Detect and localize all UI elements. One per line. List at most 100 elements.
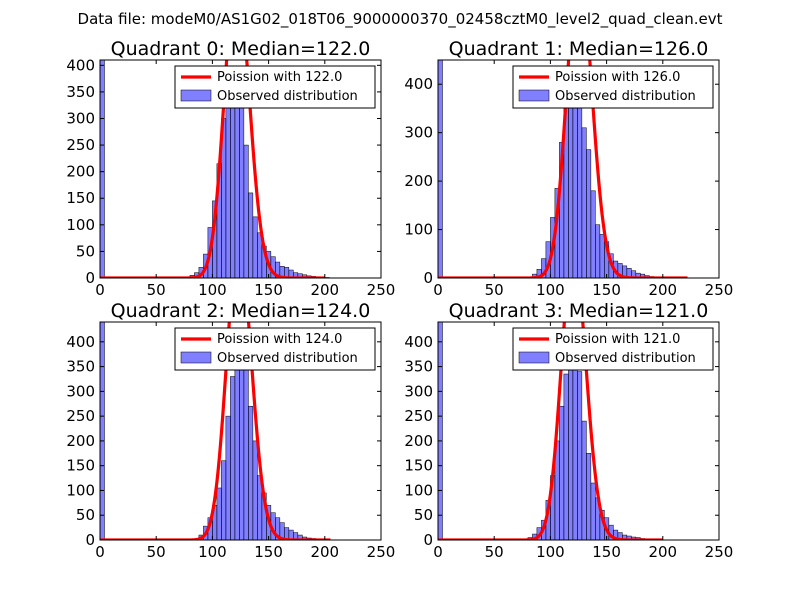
- x-tick-label: 250: [367, 543, 396, 561]
- panel-title: Quadrant 0: Median=122.0: [111, 38, 371, 60]
- plot-content: [100, 60, 330, 278]
- plot-content: [438, 60, 688, 278]
- y-tick-label: 50: [76, 506, 95, 524]
- histogram-bar: [230, 78, 236, 278]
- histogram-bar: [225, 86, 231, 278]
- legend-label-poisson: Poission with 121.0: [555, 332, 680, 347]
- y-tick-label: 100: [404, 221, 433, 239]
- histogram-bar: [438, 322, 443, 540]
- histogram-bar: [221, 460, 227, 540]
- y-tick-label: 200: [66, 163, 95, 181]
- axes-frame: [99, 59, 382, 279]
- x-tick-label: 150: [254, 281, 283, 299]
- y-tick-label: 400: [404, 75, 433, 93]
- y-tick-label: 250: [404, 407, 433, 425]
- y-tick-label: 300: [404, 382, 433, 400]
- x-tick-label: 0: [433, 281, 443, 299]
- histogram-bar: [595, 224, 601, 278]
- legend-label-poisson: Poission with 122.0: [217, 70, 342, 85]
- y-tick-label: 100: [66, 216, 95, 234]
- y-tick-label: 400: [66, 333, 95, 351]
- legend: Poission with 124.0 Observed distribution: [174, 327, 376, 371]
- x-tick-label: 50: [485, 543, 504, 561]
- histogram-bar: [559, 405, 565, 540]
- y-tick-label: 350: [66, 358, 95, 376]
- histogram-bar: [239, 107, 245, 278]
- legend-label-observed: Observed distribution: [555, 89, 696, 104]
- histogram-bar: [563, 373, 569, 540]
- x-tick-label: 250: [705, 281, 734, 299]
- y-tick-label: 300: [404, 124, 433, 142]
- y-tick-label: 250: [66, 136, 95, 154]
- legend-label-poisson: Poission with 124.0: [217, 332, 342, 347]
- axes-frame: [437, 59, 720, 279]
- y-tick-label: 300: [66, 382, 95, 400]
- histogram-bar: [243, 351, 249, 540]
- histogram-bar: [568, 86, 574, 278]
- y-tick-label: 100: [66, 481, 95, 499]
- panel-3: 0 50 100 150 200 250 0 50 100 150 200 250 300 350 400 Q…: [404, 300, 733, 561]
- panel-title: Quadrant 3: Median=121.0: [449, 300, 709, 322]
- histogram-bar: [438, 60, 443, 278]
- x-tick-label: 150: [592, 543, 621, 561]
- legend-label-observed: Observed distribution: [555, 351, 696, 366]
- legend-bar-swatch: [180, 351, 212, 364]
- y-tick-label: 350: [404, 358, 433, 376]
- y-tick-label: 400: [404, 333, 433, 351]
- histogram-bar: [225, 415, 231, 540]
- x-tick-label: 100: [198, 543, 227, 561]
- histogram-bar: [252, 216, 258, 278]
- panel-title: Quadrant 1: Median=126.0: [449, 38, 709, 60]
- histogram-bar: [234, 346, 240, 540]
- poisson-line: [438, 60, 688, 278]
- histogram-bar: [230, 376, 236, 540]
- figure-suptitle: Data file: modeM0/AS1G02_018T06_90000003…: [78, 10, 723, 29]
- legend-label-observed: Observed distribution: [217, 89, 358, 104]
- axes-frame: [437, 321, 720, 541]
- histogram-bar: [581, 127, 587, 278]
- histogram-bar: [248, 405, 254, 540]
- histogram-bar: [248, 192, 254, 278]
- y-tick-label: 200: [66, 432, 95, 450]
- x-tick-label: 200: [310, 543, 339, 561]
- y-tick-label: 0: [423, 269, 433, 287]
- panel-2: 0 50 100 150 200 250 0 50 100 150 200 250 300 350 400 Q…: [66, 300, 396, 561]
- y-tick-label: 400: [66, 56, 95, 74]
- y-tick-label: 100: [404, 481, 433, 499]
- panel-title: Quadrant 2: Median=124.0: [111, 300, 371, 322]
- x-tick-label: 100: [536, 281, 565, 299]
- y-tick-label: 200: [404, 172, 433, 190]
- histogram-bar: [100, 60, 105, 278]
- y-tick-label: 50: [414, 506, 433, 524]
- axes-frame: [99, 321, 382, 541]
- histogram-bar: [252, 440, 258, 540]
- histogram-bar: [572, 353, 578, 540]
- legend: Poission with 122.0 Observed distribution: [174, 65, 376, 109]
- histogram-bar: [581, 420, 587, 540]
- y-tick-label: 250: [66, 407, 95, 425]
- x-tick-label: 50: [147, 543, 166, 561]
- legend-label-poisson: Poission with 126.0: [555, 70, 680, 85]
- y-tick-label: 0: [85, 269, 95, 287]
- x-tick-label: 200: [310, 281, 339, 299]
- y-tick-label: 200: [404, 432, 433, 450]
- x-tick-label: 100: [198, 281, 227, 299]
- legend-bar-swatch: [518, 89, 550, 102]
- y-tick-label: 150: [404, 457, 433, 475]
- legend-bar-swatch: [180, 89, 212, 102]
- x-tick-label: 200: [648, 543, 677, 561]
- legend: Poission with 121.0 Observed distribution: [512, 327, 714, 371]
- x-tick-label: 100: [536, 543, 565, 561]
- plot-content: [438, 322, 664, 540]
- y-tick-label: 150: [66, 457, 95, 475]
- y-tick-label: 0: [423, 531, 433, 549]
- y-tick-label: 300: [66, 109, 95, 127]
- histogram-bar: [100, 322, 105, 540]
- histogram-bar: [243, 144, 249, 278]
- histogram-bar: [577, 371, 583, 540]
- panel-0: 0 50 100 150 200 250 0 50 100 150 200 250 300 350 400 Q…: [66, 38, 396, 299]
- x-tick-label: 0: [433, 543, 443, 561]
- histogram-bar: [599, 234, 605, 278]
- x-tick-label: 250: [367, 281, 396, 299]
- y-tick-label: 0: [85, 531, 95, 549]
